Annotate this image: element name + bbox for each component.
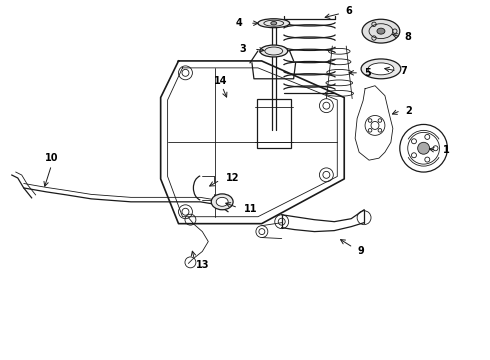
Ellipse shape [211, 194, 233, 210]
Text: 14: 14 [214, 76, 227, 86]
Text: 6: 6 [345, 6, 352, 16]
Ellipse shape [216, 197, 228, 206]
Ellipse shape [362, 19, 400, 43]
Text: 5: 5 [364, 68, 371, 78]
Ellipse shape [258, 19, 290, 28]
Text: 4: 4 [235, 18, 242, 28]
Text: 7: 7 [401, 66, 408, 76]
Text: 12: 12 [226, 173, 240, 183]
Text: 10: 10 [45, 153, 58, 163]
Text: 3: 3 [239, 44, 246, 54]
Text: 2: 2 [405, 105, 412, 116]
Text: 1: 1 [442, 145, 449, 155]
Ellipse shape [271, 22, 277, 25]
Ellipse shape [361, 59, 401, 79]
Text: 13: 13 [196, 260, 210, 270]
Ellipse shape [377, 28, 385, 34]
Text: 8: 8 [405, 32, 412, 42]
Text: 9: 9 [357, 247, 364, 256]
Circle shape [417, 142, 430, 154]
Text: 11: 11 [244, 204, 258, 214]
Ellipse shape [260, 45, 288, 57]
Ellipse shape [368, 63, 394, 75]
